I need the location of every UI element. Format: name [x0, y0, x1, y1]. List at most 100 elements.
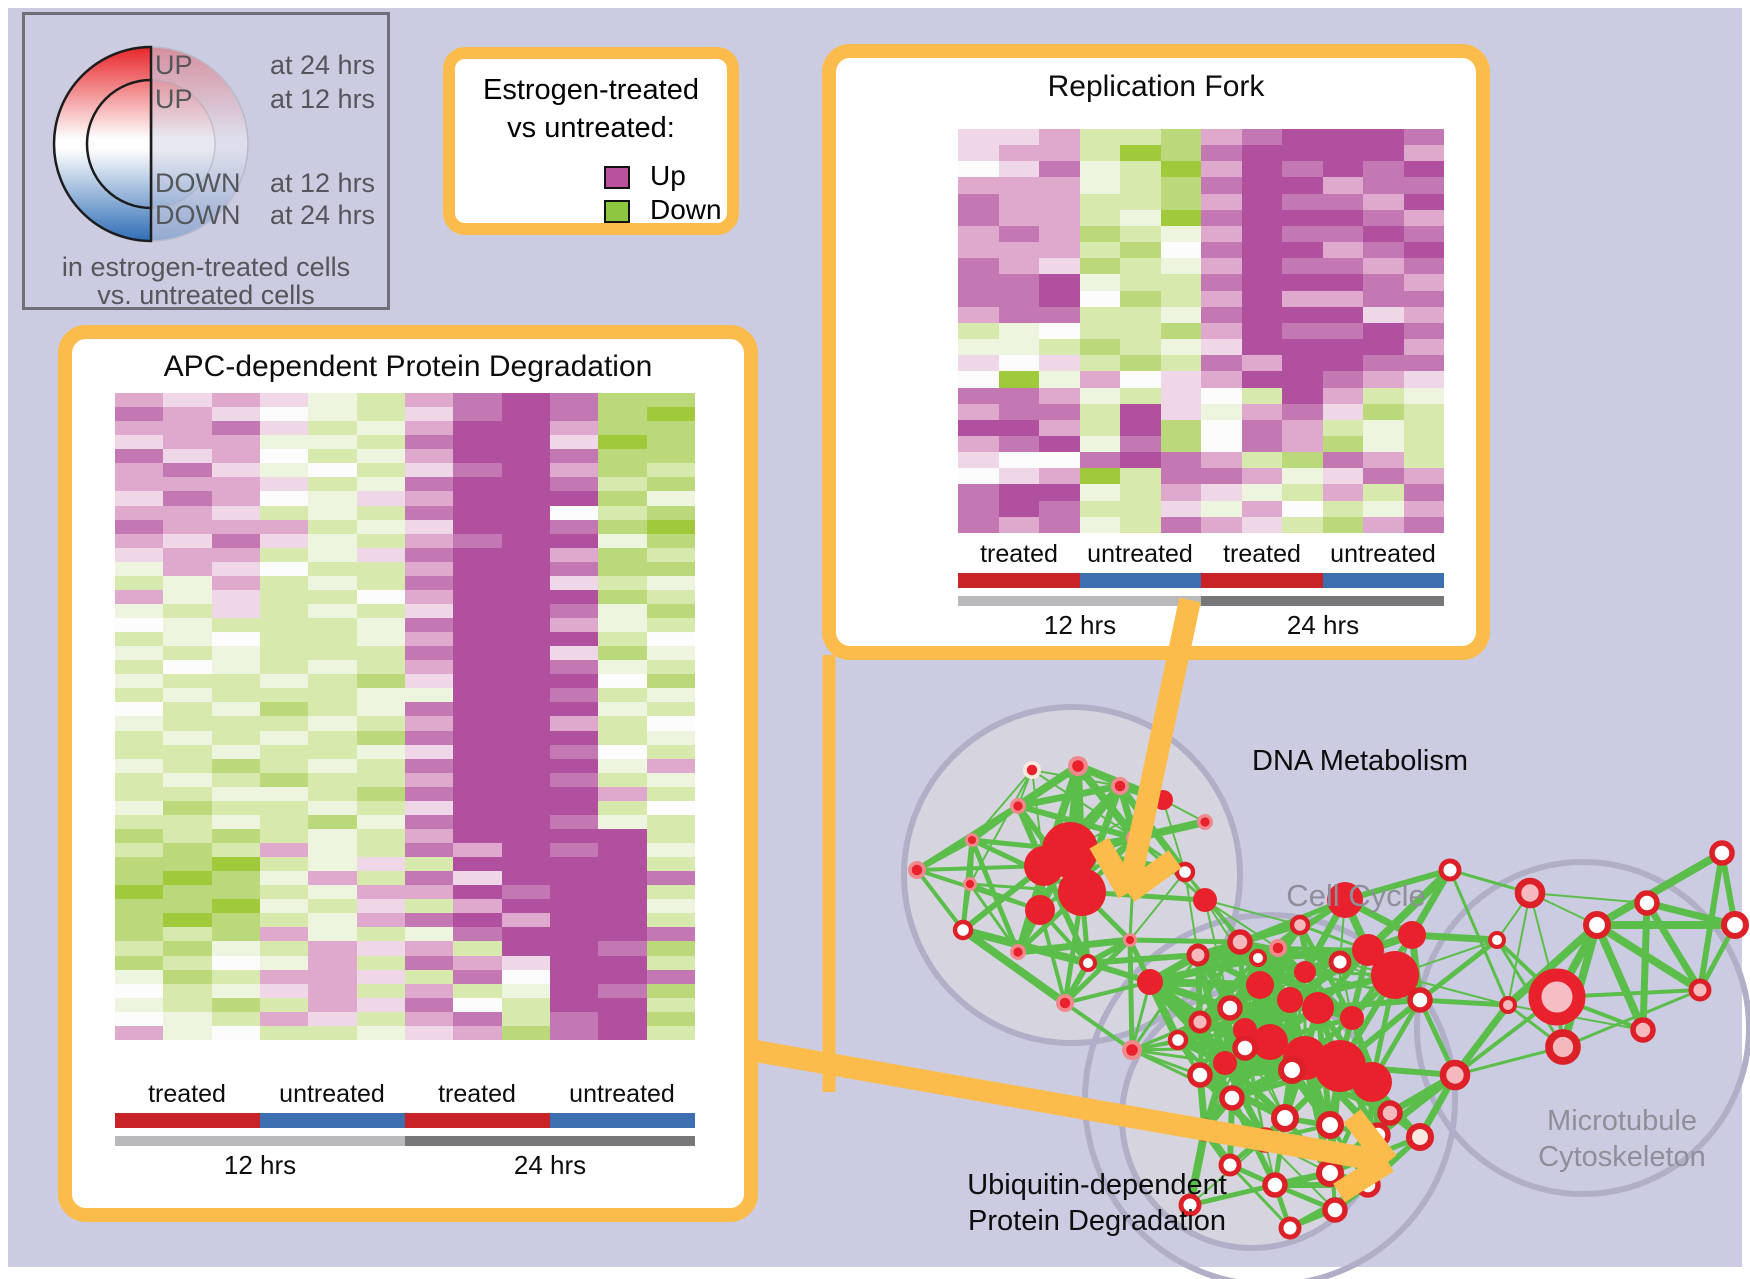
heatmap-cell: [1403, 339, 1444, 356]
heatmap-cell: [453, 407, 502, 422]
heatmap-cell: [356, 618, 405, 633]
heatmap-cell: [646, 491, 695, 506]
heatmap-cell: [163, 871, 212, 886]
heatmap-cell: [598, 997, 647, 1012]
heatmap-cell: [1363, 225, 1404, 243]
heatmap-cell: [211, 477, 260, 492]
heatmap-cell: [404, 603, 454, 618]
heatmap-cell: [598, 491, 647, 506]
heatmap-cell: [115, 547, 164, 562]
heatmap-cell: [115, 1011, 164, 1026]
ubiquitin-label-line1: Ubiquitin-dependent: [967, 1169, 1227, 1201]
rf-group-label-2: untreated: [1087, 540, 1193, 568]
heatmap-cell: [211, 449, 260, 464]
heatmap-cell: [501, 843, 550, 858]
heatmap-cell: [453, 435, 502, 450]
heatmap-cell: [308, 491, 357, 506]
heatmap-cell: [998, 468, 1039, 485]
heatmap-cell: [163, 435, 212, 450]
heatmap-cell: [259, 1011, 309, 1026]
heatmap-cell: [211, 674, 260, 689]
heatmap-cell: [598, 800, 647, 815]
heatmap-cell: [163, 716, 212, 731]
heatmap-cell: [1282, 419, 1323, 436]
heatmap-cell: [998, 403, 1039, 420]
heatmap-cell: [1079, 403, 1120, 420]
heatmap-cell: [1363, 322, 1404, 340]
heatmap-cell: [404, 871, 454, 886]
heatmap-row: [958, 193, 1444, 210]
heatmap-row: [958, 500, 1444, 517]
estrogen-legend-box: [443, 47, 739, 235]
heatmap-cell: [115, 702, 164, 717]
heatmap-cell: [356, 969, 405, 984]
heatmap-cell: [259, 857, 309, 872]
heatmap-cell: [1160, 129, 1201, 146]
heatmap-cell: [549, 477, 599, 492]
heatmap-cell: [259, 575, 309, 590]
heatmap-cell: [1282, 387, 1323, 404]
heatmap-row: [115, 772, 695, 787]
heatmap-cell: [1160, 435, 1201, 453]
heatmap-cell: [549, 435, 599, 450]
heatmap-cell: [163, 843, 212, 858]
heatmap-cell: [356, 983, 405, 998]
heatmap-cell: [163, 927, 212, 942]
heatmap-cell: [998, 193, 1039, 210]
heatmap-cell: [501, 871, 550, 886]
heatmap-cell: [549, 969, 599, 984]
heatmap-cell: [1363, 371, 1404, 388]
heatmap-cell: [549, 857, 599, 872]
heatmap-cell: [1201, 242, 1242, 259]
heatmap-cell: [501, 505, 550, 520]
heatmap-row: [115, 603, 695, 618]
heatmap-cell: [1160, 452, 1201, 469]
heatmap-cell: [163, 533, 212, 548]
heatmap-cell: [958, 371, 999, 388]
heatmap-cell: [259, 885, 309, 900]
heatmap-cell: [404, 828, 454, 843]
heatmap-cell: [356, 758, 405, 773]
heatmap-cell: [549, 1011, 599, 1026]
heatmap-cell: [549, 1025, 599, 1040]
heatmap-cell: [1201, 129, 1242, 146]
heatmap-cell: [163, 449, 212, 464]
heatmap-cell: [1120, 403, 1161, 420]
heatmap-cell: [1282, 452, 1323, 469]
heatmap-cell: [646, 857, 695, 872]
heatmap-cell: [646, 828, 695, 843]
heatmap-cell: [259, 927, 309, 942]
heatmap-cell: [1363, 435, 1404, 453]
heatmap-cell: [1403, 290, 1444, 307]
heatmap-cell: [1403, 435, 1444, 453]
heatmap-cell: [259, 547, 309, 562]
heatmap-cell: [1363, 468, 1404, 485]
heatmap-cell: [115, 843, 164, 858]
heatmap-cell: [598, 716, 647, 731]
heatmap-cell: [598, 688, 647, 703]
heatmap-cell: [958, 193, 999, 210]
heatmap-cell: [646, 646, 695, 661]
heatmap-cell: [598, 1011, 647, 1026]
heatmap-cell: [1039, 468, 1080, 485]
heatmap-cell: [1201, 403, 1242, 420]
heatmap-cell: [998, 371, 1039, 388]
heatmap-cell: [549, 519, 599, 534]
heatmap-cell: [259, 772, 309, 787]
heatmap-cell: [404, 1011, 454, 1026]
heatmap-cell: [308, 505, 357, 520]
heatmap-row: [115, 463, 695, 478]
heatmap-cell: [259, 449, 309, 464]
heatmap-cell: [646, 758, 695, 773]
heatmap-cell: [1241, 242, 1282, 259]
heatmap-cell: [453, 491, 502, 506]
heatmap-cell: [115, 603, 164, 618]
heatmap-cell: [501, 519, 550, 534]
heatmap-row: [115, 857, 695, 872]
heatmap-cell: [211, 603, 260, 618]
heatmap-cell: [501, 716, 550, 731]
heatmap-cell: [453, 702, 502, 717]
heatmap-cell: [163, 463, 212, 478]
heatmap-cell: [211, 786, 260, 801]
heatmap-cell: [1160, 193, 1201, 210]
